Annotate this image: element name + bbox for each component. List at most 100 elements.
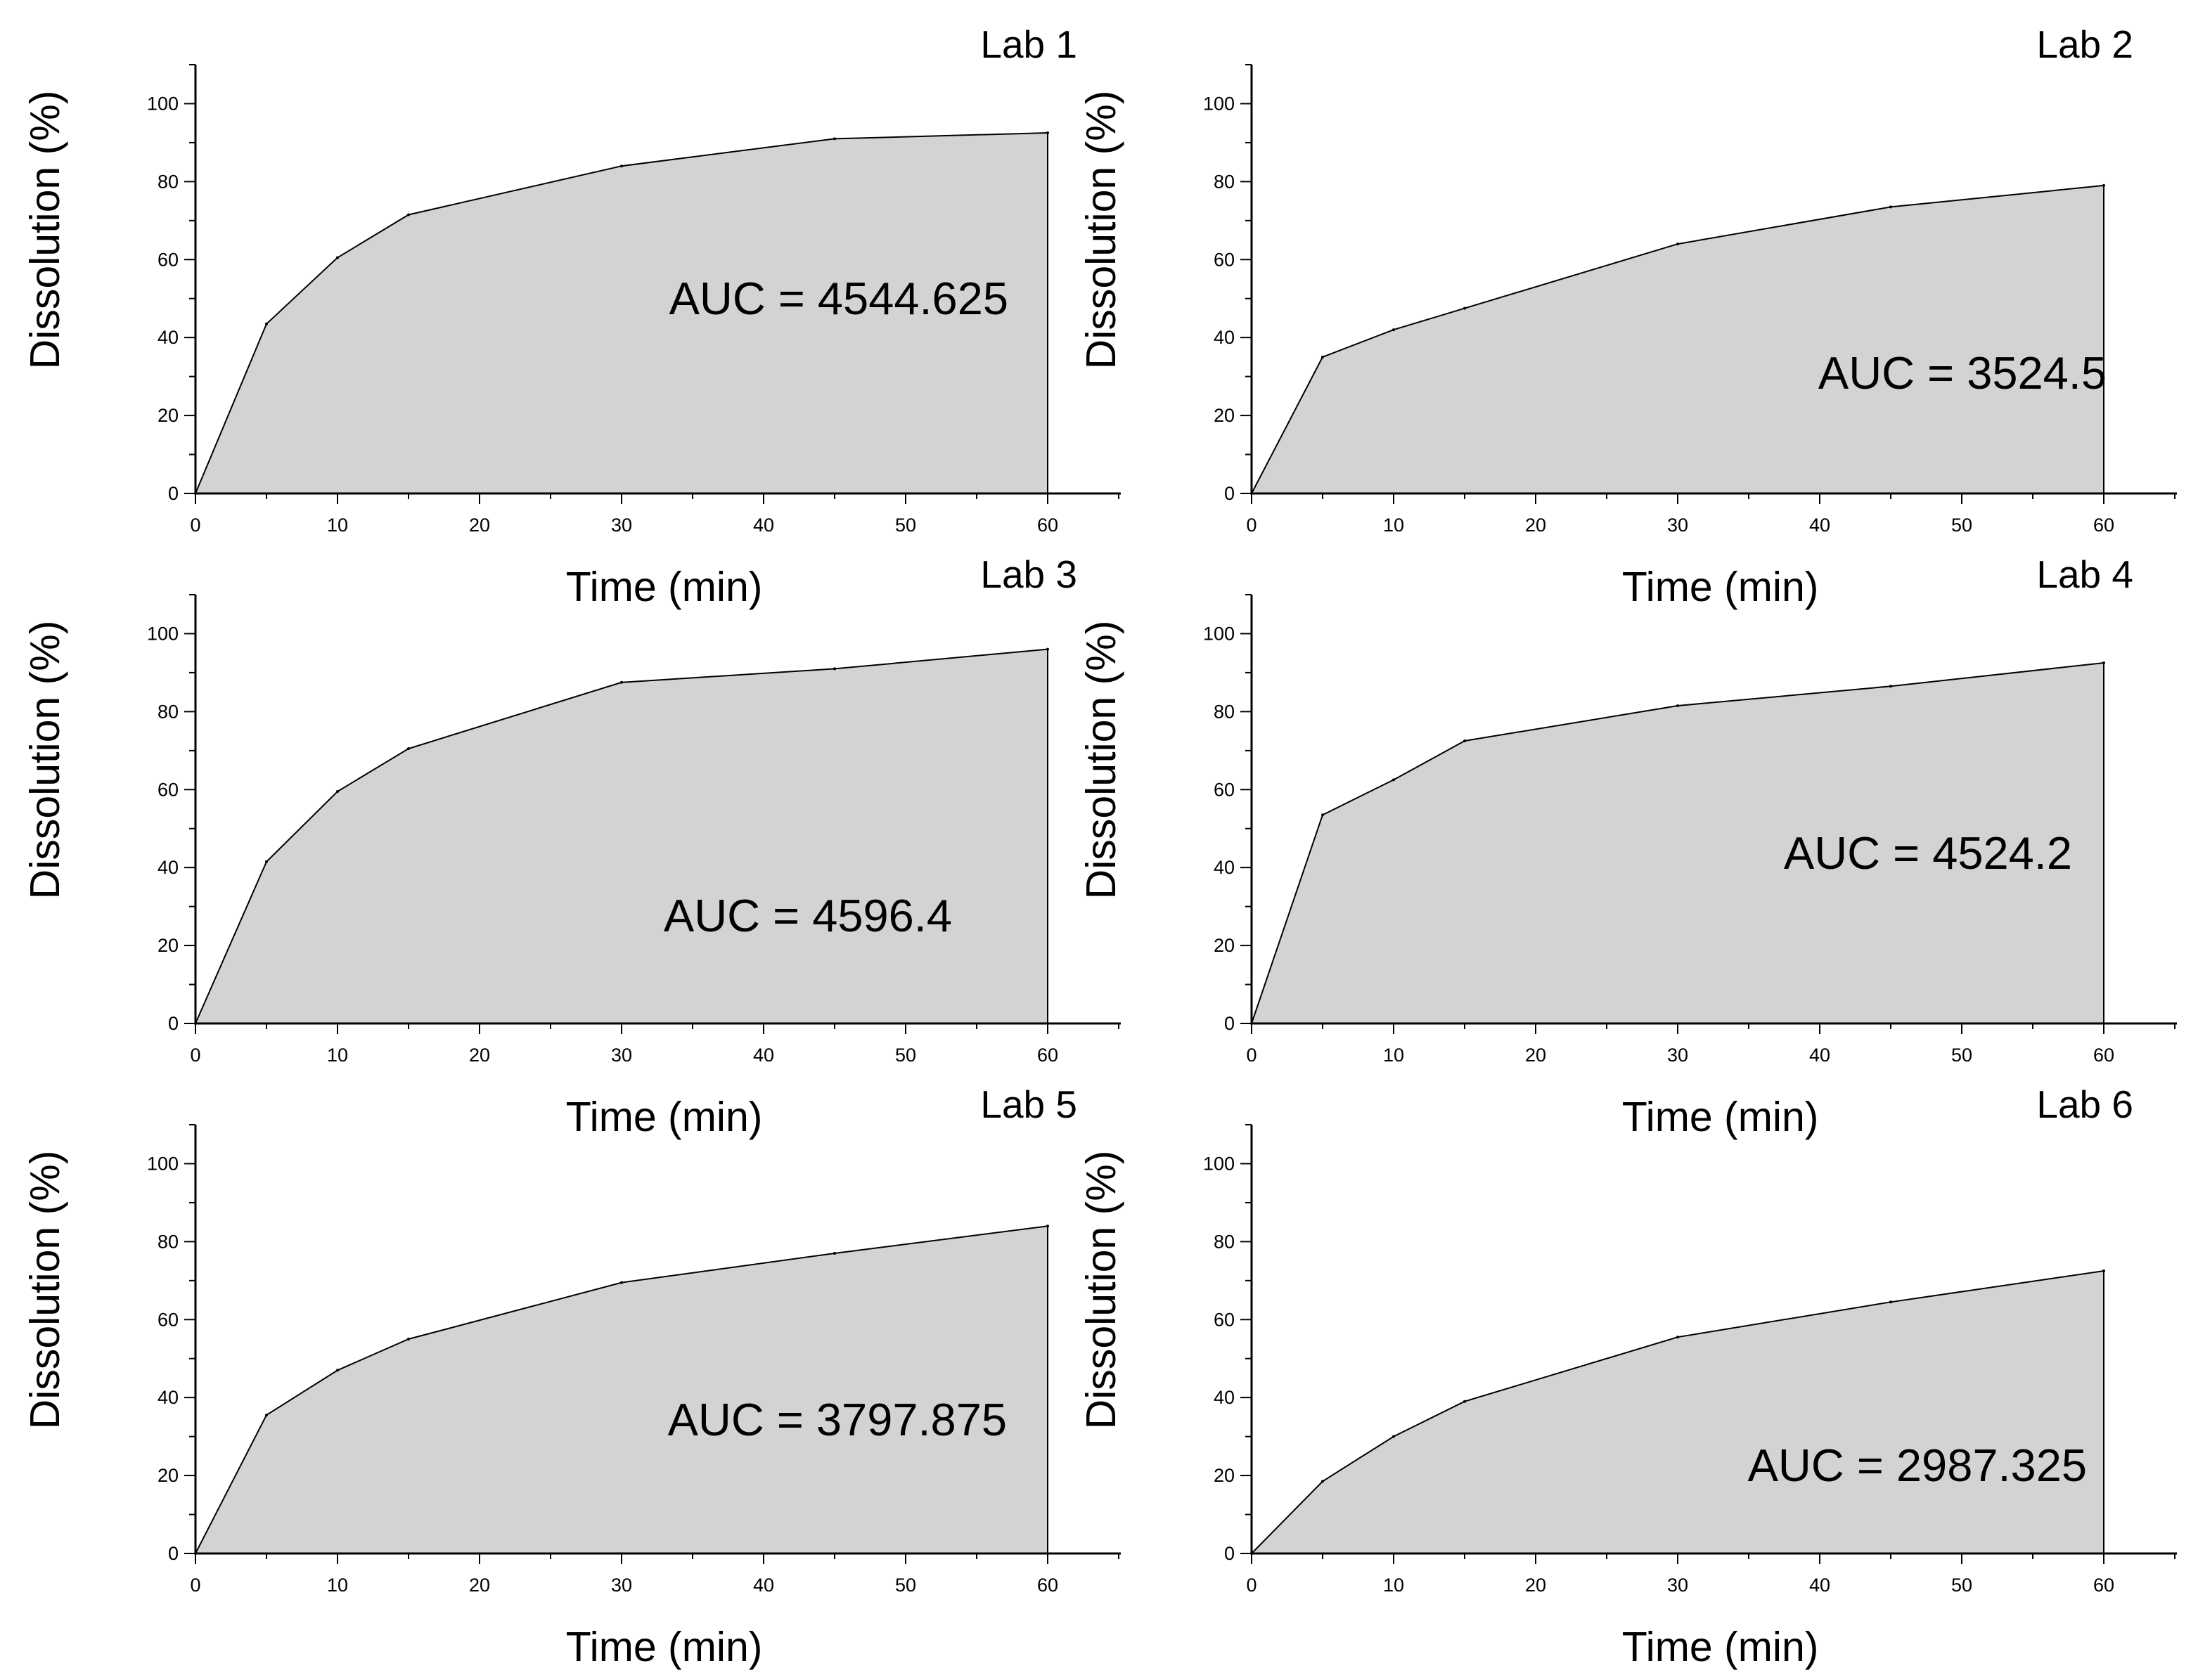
x-axis-title: Time (min) bbox=[1622, 564, 1819, 610]
panel-lab-6: 0 10 20 30 40 50 60 0 20 40 60 80 100 Time (min) Disso… bbox=[1078, 1083, 2177, 1670]
x-tick-label: 30 bbox=[611, 515, 632, 536]
x-tick-label: 30 bbox=[1667, 1575, 1688, 1596]
area-fill bbox=[195, 649, 1048, 1023]
y-tick-label: 40 bbox=[158, 857, 179, 878]
x-tick-label: 40 bbox=[1809, 1575, 1830, 1596]
data-point bbox=[407, 213, 410, 217]
x-tick-label: 10 bbox=[1383, 515, 1404, 536]
x-tick-label: 10 bbox=[327, 1045, 348, 1066]
y-tick-label: 80 bbox=[1214, 1231, 1235, 1252]
area-fill bbox=[195, 133, 1048, 493]
x-tick-label: 10 bbox=[327, 515, 348, 536]
x-tick-label: 20 bbox=[1525, 1575, 1546, 1596]
x-tick-label: 50 bbox=[895, 1575, 916, 1596]
y-tick-label: 0 bbox=[1224, 1013, 1235, 1034]
y-tick-label: 100 bbox=[1203, 93, 1235, 114]
auc-annotation: AUC = 2987.325 bbox=[1748, 1440, 2087, 1491]
x-tick-label: 40 bbox=[1809, 1045, 1830, 1066]
y-tick-label: 100 bbox=[1203, 623, 1235, 644]
data-point bbox=[2102, 1269, 2105, 1272]
y-tick-label: 20 bbox=[158, 935, 179, 956]
data-point bbox=[1321, 1480, 1324, 1483]
panel-title: Lab 5 bbox=[980, 1083, 1077, 1126]
y-tick-label: 60 bbox=[158, 1309, 179, 1330]
y-tick-label: 60 bbox=[1214, 779, 1235, 800]
data-point bbox=[1676, 243, 1679, 246]
x-tick-label: 10 bbox=[327, 1575, 348, 1596]
x-tick-label: 20 bbox=[469, 515, 490, 536]
data-point bbox=[620, 1281, 623, 1284]
panel-lab-2: 0 10 20 30 40 50 60 0 20 40 60 80 100 Time (min) Disso… bbox=[1078, 22, 2177, 610]
data-point bbox=[407, 1338, 410, 1340]
x-tick-label: 0 bbox=[1246, 1045, 1257, 1066]
x-tick-label: 0 bbox=[190, 1045, 200, 1066]
panel-title: Lab 1 bbox=[980, 22, 1077, 66]
data-point bbox=[265, 860, 268, 863]
y-axis-title: Dissolution (%) bbox=[1078, 621, 1124, 900]
area-fill bbox=[1252, 1271, 2104, 1553]
data-point bbox=[833, 1252, 836, 1255]
x-tick-label: 30 bbox=[1667, 1045, 1688, 1066]
x-tick-label: 40 bbox=[753, 515, 774, 536]
y-axis-title: Dissolution (%) bbox=[1078, 91, 1124, 370]
data-point bbox=[1046, 647, 1049, 651]
x-tick-label: 10 bbox=[1383, 1045, 1404, 1066]
data-point bbox=[265, 322, 268, 325]
y-tick-label: 80 bbox=[1214, 701, 1235, 722]
y-tick-label: 0 bbox=[168, 1013, 179, 1034]
y-tick-label: 20 bbox=[1214, 935, 1235, 956]
y-tick-label: 100 bbox=[1203, 1153, 1235, 1174]
data-point bbox=[1046, 1225, 1049, 1228]
data-point bbox=[1392, 778, 1395, 782]
x-tick-label: 20 bbox=[1525, 1045, 1546, 1066]
auc-annotation: AUC = 3524.5 bbox=[1818, 347, 2107, 399]
panel-lab-1: 0 10 20 30 40 50 60 0 20 40 60 80 100 Time (min) Disso… bbox=[22, 22, 1121, 610]
panel-lab-4: 0 10 20 30 40 50 60 0 20 40 60 80 100 Time (min) Disso… bbox=[1078, 553, 2177, 1140]
y-axis-title: Dissolution (%) bbox=[22, 91, 68, 370]
y-tick-label: 80 bbox=[1214, 171, 1235, 192]
x-tick-label: 30 bbox=[611, 1575, 632, 1596]
y-tick-label: 80 bbox=[158, 171, 179, 192]
x-tick-label: 60 bbox=[2093, 1045, 2114, 1066]
y-tick-label: 60 bbox=[1214, 249, 1235, 270]
panel-title: Lab 4 bbox=[2036, 553, 2133, 596]
data-point bbox=[1046, 131, 1049, 134]
x-tick-label: 40 bbox=[1809, 515, 1830, 536]
data-point bbox=[1889, 1300, 1892, 1304]
y-tick-label: 40 bbox=[158, 327, 179, 348]
x-tick-label: 20 bbox=[469, 1575, 490, 1596]
data-point bbox=[336, 1369, 339, 1372]
data-point bbox=[336, 256, 339, 259]
data-point bbox=[833, 667, 836, 671]
y-tick-label: 20 bbox=[158, 1465, 179, 1486]
x-tick-label: 20 bbox=[1525, 515, 1546, 536]
y-tick-label: 40 bbox=[1214, 1387, 1235, 1408]
y-tick-label: 100 bbox=[147, 1153, 179, 1174]
x-tick-label: 60 bbox=[1037, 515, 1058, 536]
y-axis-title: Dissolution (%) bbox=[1078, 1151, 1124, 1430]
y-tick-label: 60 bbox=[1214, 1309, 1235, 1330]
x-tick-label: 50 bbox=[895, 515, 916, 536]
auc-annotation: AUC = 4596.4 bbox=[664, 890, 952, 941]
x-tick-label: 60 bbox=[1037, 1575, 1058, 1596]
area-fill bbox=[1252, 663, 2104, 1023]
data-point bbox=[336, 790, 339, 793]
data-point bbox=[1889, 205, 1892, 209]
y-tick-label: 0 bbox=[168, 483, 179, 504]
data-point bbox=[265, 1414, 268, 1417]
y-tick-label: 60 bbox=[158, 249, 179, 270]
x-tick-label: 0 bbox=[1246, 515, 1257, 536]
data-point bbox=[2102, 661, 2105, 664]
x-tick-label: 30 bbox=[1667, 515, 1688, 536]
y-tick-label: 40 bbox=[1214, 327, 1235, 348]
x-tick-label: 0 bbox=[190, 1575, 200, 1596]
auc-annotation: AUC = 4524.2 bbox=[1784, 827, 2072, 879]
data-point bbox=[407, 747, 410, 750]
dissolution-line bbox=[195, 1225, 1048, 1554]
y-tick-label: 100 bbox=[147, 623, 179, 644]
x-tick-label: 60 bbox=[1037, 1045, 1058, 1066]
x-axis-title: Time (min) bbox=[566, 564, 763, 610]
area-fill bbox=[1252, 185, 2104, 493]
x-axis-title: Time (min) bbox=[566, 1094, 763, 1140]
x-tick-label: 0 bbox=[1246, 1575, 1257, 1596]
